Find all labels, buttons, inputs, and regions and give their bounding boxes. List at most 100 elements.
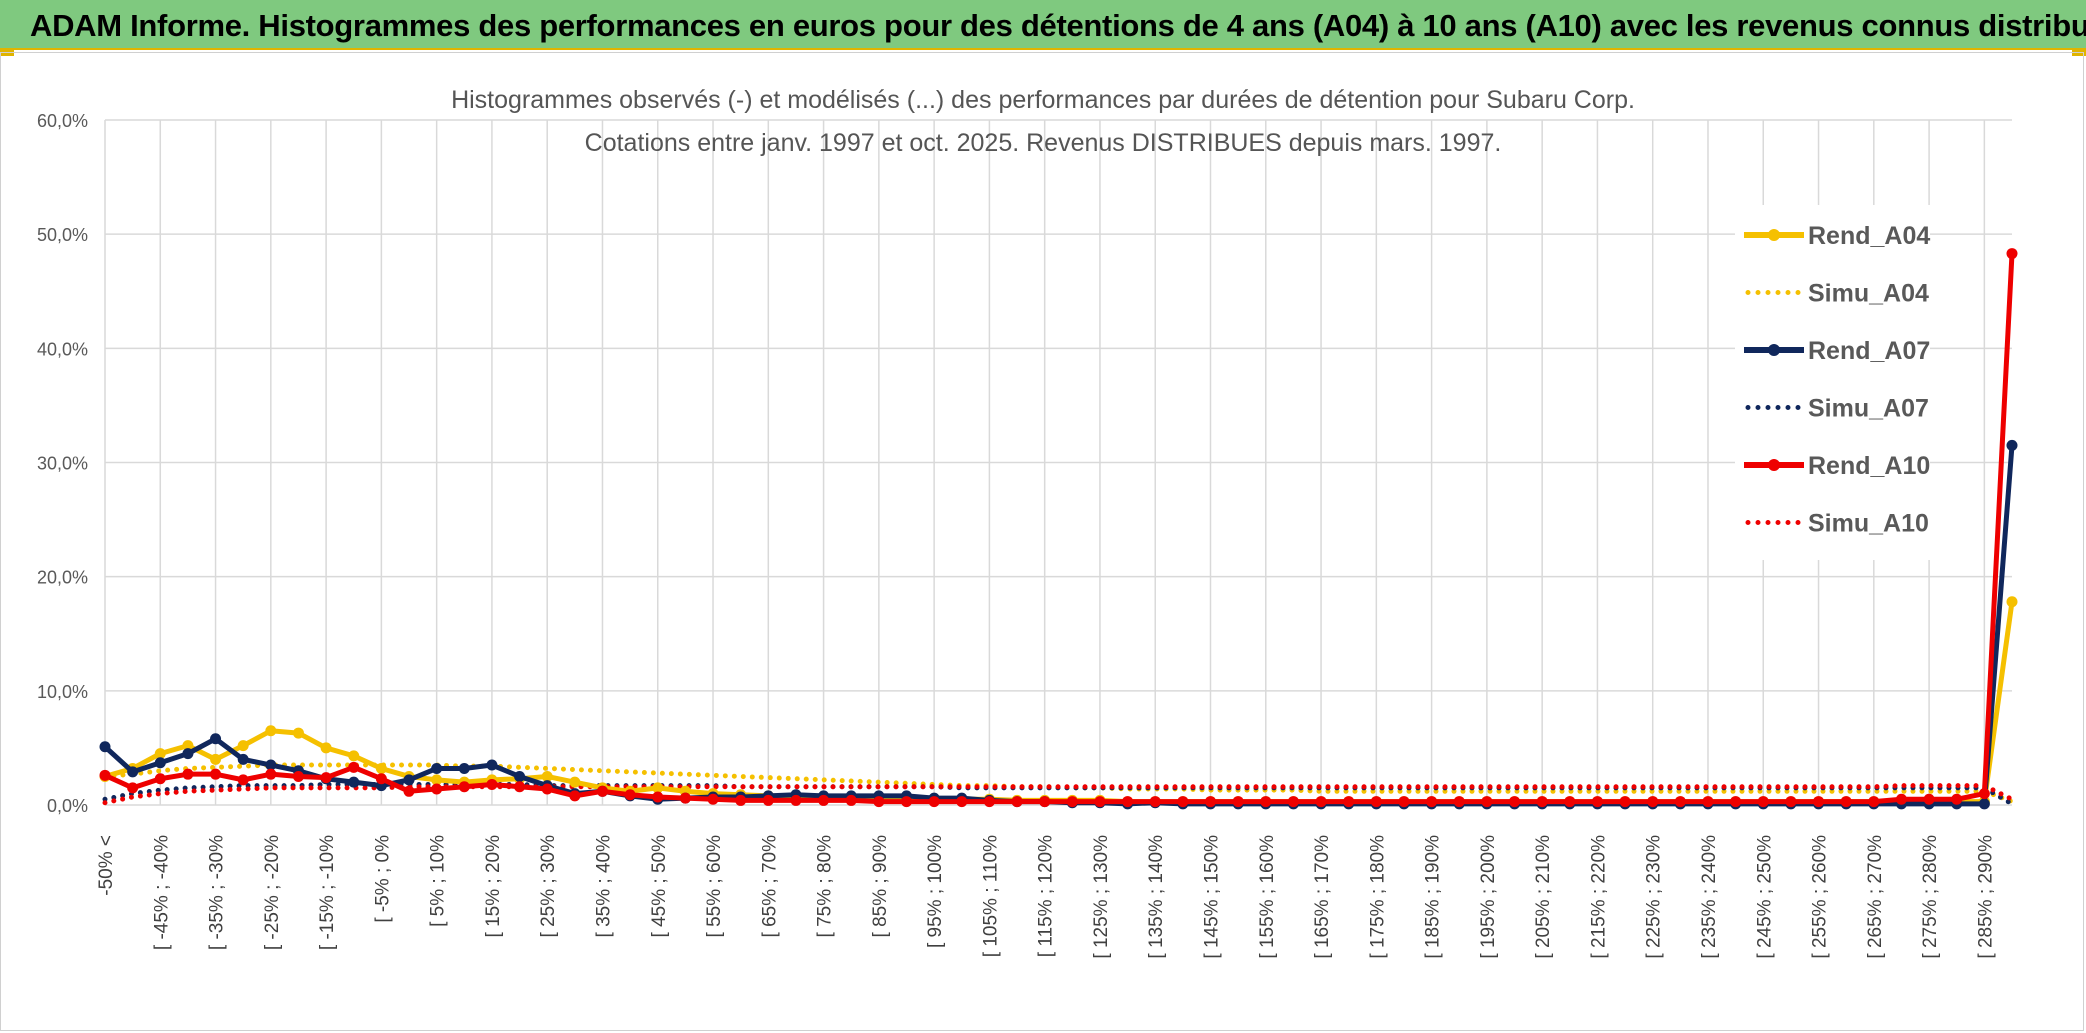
point-Rend_A10 (154, 773, 166, 785)
point-Rend_A10 (99, 769, 111, 781)
point-Rend_A10 (1260, 796, 1272, 808)
point-Rend_A10 (1757, 796, 1769, 808)
x-tick-label: [ 285% ; 290% (1975, 835, 1996, 959)
x-tick-label: [ 235% ; 240% (1699, 835, 1720, 959)
x-tick-label: [ 165% ; 170% (1312, 835, 1333, 959)
point-Rend_A10 (1895, 793, 1907, 805)
chart-subtitle: Cotations entre janv. 1997 et oct. 2025.… (585, 129, 1502, 157)
corner-mark-right (2072, 50, 2086, 56)
point-Rend_A10 (1951, 793, 1963, 805)
point-Rend_A04 (652, 782, 664, 794)
report-banner: ADAM Informe. Histogrammes des performan… (0, 0, 2086, 50)
point-Rend_A10 (265, 768, 277, 780)
point-Rend_A07 (265, 759, 277, 771)
point-Rend_A10 (596, 785, 608, 797)
point-Rend_A10 (403, 785, 415, 797)
point-Rend_A10 (956, 796, 968, 808)
point-Rend_A04 (182, 740, 194, 752)
point-Rend_A10 (1923, 793, 1935, 805)
x-tick-label: [ 275% ; 280% (1920, 835, 1941, 959)
x-axis-ticks: -50% < [ -45% ; -40% [ -35% ; -30% [ -25% ;… (96, 835, 1996, 959)
corner-mark-left (0, 50, 14, 56)
point-Rend_A10 (1232, 796, 1244, 808)
point-Rend_A10 (1481, 796, 1493, 808)
chart-legend: Rend_A04 Simu_A04 Rend_A07 Simu_A07 Rend_A10… (1744, 222, 1930, 538)
point-Rend_A10 (900, 796, 912, 808)
point-Rend_A10 (818, 794, 830, 806)
point-Rend_A10 (1840, 796, 1852, 808)
x-tick-label: [ 25% ; 30% (538, 835, 559, 938)
point-Rend_A07 (431, 762, 443, 774)
point-Rend_A10 (1868, 796, 1880, 808)
point-Rend_A10 (292, 770, 304, 782)
point-Rend_A10 (1177, 796, 1189, 808)
x-tick-label: [ 35% ; 40% (593, 835, 614, 938)
point-Rend_A04 (237, 740, 249, 752)
legend-label: Simu_A07 (1808, 395, 1929, 423)
legend-item-Simu_A07: Simu_A07 (1745, 395, 1929, 423)
chart-grid (104, 119, 2012, 806)
point-Rend_A10 (1149, 796, 1161, 808)
point-Rend_A10 (873, 796, 885, 808)
x-tick-label: [ 65% ; 70% (759, 835, 780, 938)
point-Rend_A10 (1343, 796, 1355, 808)
x-tick-label: [ 215% ; 220% (1588, 835, 1609, 959)
point-Rend_A07 (1978, 798, 1990, 810)
y-axis-ticks: 0,0% 10,0% 20,0% 30,0% 40,0% 50,0% 60,0% (37, 111, 88, 816)
point-Rend_A04 (431, 774, 443, 786)
x-tick-label: [ 5% ; 10% (428, 835, 449, 927)
point-Rend_A04 (154, 748, 166, 760)
y-tick-label: 0,0% (47, 796, 88, 816)
point-Rend_A04 (292, 727, 304, 739)
x-tick-label: [ -5% ; 0% (372, 835, 393, 923)
legend-label: Rend_A10 (1808, 452, 1930, 480)
point-Rend_A10 (845, 794, 857, 806)
x-tick-label: [ 95% ; 100% (925, 835, 946, 948)
x-tick-label: [ 225% ; 230% (1644, 835, 1665, 959)
x-tick-label: [ 155% ; 160% (1257, 835, 1278, 959)
legend-label: Simu_A04 (1808, 280, 1929, 308)
point-Rend_A10 (983, 796, 995, 808)
point-Rend_A07 (154, 757, 166, 769)
point-Rend_A10 (1647, 796, 1659, 808)
point-Rend_A10 (1066, 796, 1078, 808)
point-Rend_A10 (735, 794, 747, 806)
series-Rend_A04 (99, 596, 2018, 808)
legend-item-Rend_A07: Rend_A07 (1744, 337, 1930, 365)
x-tick-label: [ 255% ; 260% (1810, 835, 1831, 959)
point-Rend_A10 (1315, 796, 1327, 808)
point-Rend_A07 (2006, 439, 2018, 451)
y-tick-label: 10,0% (37, 682, 88, 702)
legend-marker (1768, 229, 1780, 241)
point-Rend_A07 (486, 759, 498, 771)
point-Rend_A04 (569, 776, 581, 788)
x-tick-label: [ 175% ; 180% (1367, 835, 1388, 959)
x-tick-label: [ 245% ; 250% (1754, 835, 1775, 959)
x-tick-label: [ -25% ; -20% (262, 835, 283, 950)
point-Rend_A10 (127, 782, 139, 794)
x-tick-label: [ 145% ; 150% (1202, 835, 1223, 959)
point-Rend_A10 (237, 774, 249, 786)
point-Rend_A10 (514, 781, 526, 793)
point-Rend_A10 (541, 783, 553, 795)
legend-item-Rend_A10: Rend_A10 (1744, 452, 1930, 480)
point-Rend_A07 (237, 753, 249, 765)
point-Rend_A10 (1205, 796, 1217, 808)
point-Rend_A10 (320, 772, 332, 784)
point-Rend_A10 (1536, 796, 1548, 808)
point-Rend_A10 (1702, 796, 1714, 808)
x-tick-label: -50% < (96, 835, 117, 896)
point-Rend_A10 (431, 783, 443, 795)
point-Rend_A10 (348, 761, 360, 773)
point-Rend_A07 (210, 733, 222, 745)
point-Rend_A10 (1453, 796, 1465, 808)
point-Rend_A10 (1674, 796, 1686, 808)
series-line-Rend_A04 (104, 601, 2015, 805)
y-tick-label: 60,0% (37, 111, 88, 131)
legend-label: Simu_A10 (1808, 510, 1929, 538)
x-tick-label: [ 185% ; 190% (1423, 835, 1444, 959)
point-Rend_A07 (99, 741, 111, 753)
legend-label: Rend_A07 (1808, 337, 1930, 365)
point-Rend_A04 (348, 750, 360, 762)
